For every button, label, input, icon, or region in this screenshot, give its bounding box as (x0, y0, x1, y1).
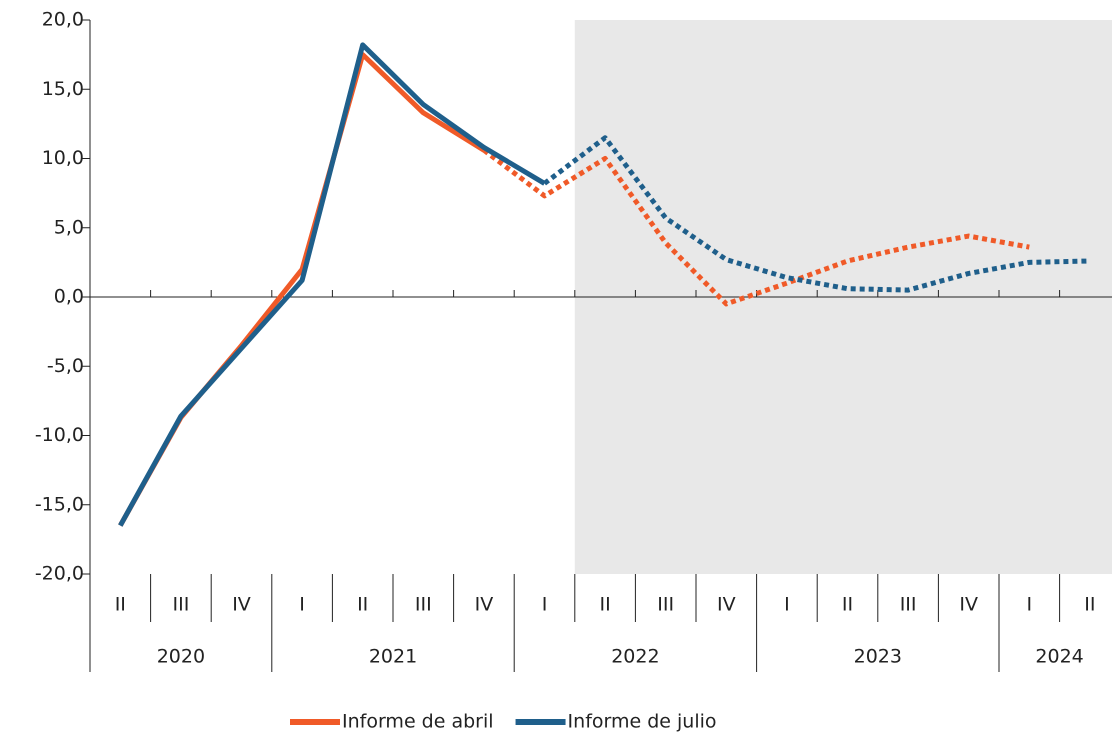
y-tick-label: -10,0 (35, 424, 84, 446)
x-tick-label: I (784, 594, 790, 616)
y-tick-label: 10,0 (42, 147, 84, 169)
x-group-label: 2023 (854, 646, 902, 668)
y-tick-label: -5,0 (47, 355, 84, 377)
y-tick-label: 20,0 (42, 9, 84, 31)
x-tick-label: IV (232, 594, 251, 616)
x-tick-label: II (1084, 594, 1095, 616)
x-tick-label: IV (959, 594, 978, 616)
y-tick-label: 0,0 (54, 286, 84, 308)
x-tick-label: III (657, 594, 674, 616)
y-tick-label: 15,0 (42, 78, 84, 100)
y-tick-label: -15,0 (35, 493, 84, 515)
x-tick-label: III (900, 594, 917, 616)
x-tick-label: II (115, 594, 126, 616)
x-tick-label: II (599, 594, 610, 616)
x-tick-label: III (415, 594, 432, 616)
x-group-label: 2020 (157, 646, 205, 668)
x-tick-label: II (357, 594, 368, 616)
forecast-line (482, 148, 1030, 307)
forecast-line (542, 135, 1090, 293)
x-tick-label: IV (475, 594, 494, 616)
legend-label: Informe de julio (568, 711, 717, 733)
x-tick-label: I (299, 594, 305, 616)
x-tick-label: I (1026, 594, 1032, 616)
series-line (118, 42, 546, 527)
x-group-label: 2022 (611, 646, 659, 668)
x-group-label: 2021 (369, 646, 417, 668)
series-line (118, 52, 486, 527)
x-tick-label: I (542, 594, 548, 616)
y-tick-label: -20,0 (35, 563, 84, 585)
y-tick-label: 5,0 (54, 216, 84, 238)
x-tick-label: IV (717, 594, 736, 616)
x-tick-label: III (172, 594, 189, 616)
x-tick-label: II (842, 594, 853, 616)
legend-label: Informe de abril (342, 711, 494, 733)
x-group-label: 2024 (1035, 646, 1083, 668)
